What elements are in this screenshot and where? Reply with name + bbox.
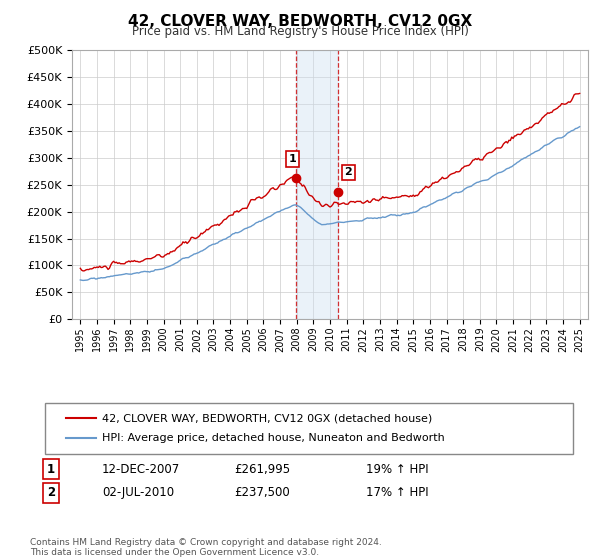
- Text: £261,995: £261,995: [234, 463, 290, 476]
- Bar: [296, 50, 338, 319]
- Text: 42, CLOVER WAY, BEDWORTH, CV12 0GX: 42, CLOVER WAY, BEDWORTH, CV12 0GX: [128, 14, 472, 29]
- Text: 42, CLOVER WAY, BEDWORTH, CV12 0GX (detached house): 42, CLOVER WAY, BEDWORTH, CV12 0GX (deta…: [102, 413, 432, 423]
- Text: 12-DEC-2007: 12-DEC-2007: [102, 463, 180, 476]
- Text: 02-JUL-2010: 02-JUL-2010: [102, 486, 174, 500]
- Text: 17% ↑ HPI: 17% ↑ HPI: [366, 486, 428, 500]
- Text: HPI: Average price, detached house, Nuneaton and Bedworth: HPI: Average price, detached house, Nune…: [102, 433, 445, 444]
- Text: 2: 2: [344, 167, 352, 178]
- Text: 1: 1: [47, 463, 55, 476]
- Text: Contains HM Land Registry data © Crown copyright and database right 2024.
This d: Contains HM Land Registry data © Crown c…: [30, 538, 382, 557]
- Text: 1: 1: [289, 154, 296, 164]
- Text: Price paid vs. HM Land Registry's House Price Index (HPI): Price paid vs. HM Land Registry's House …: [131, 25, 469, 38]
- Text: £237,500: £237,500: [234, 486, 290, 500]
- Text: 19% ↑ HPI: 19% ↑ HPI: [366, 463, 428, 476]
- Text: 2: 2: [47, 486, 55, 500]
